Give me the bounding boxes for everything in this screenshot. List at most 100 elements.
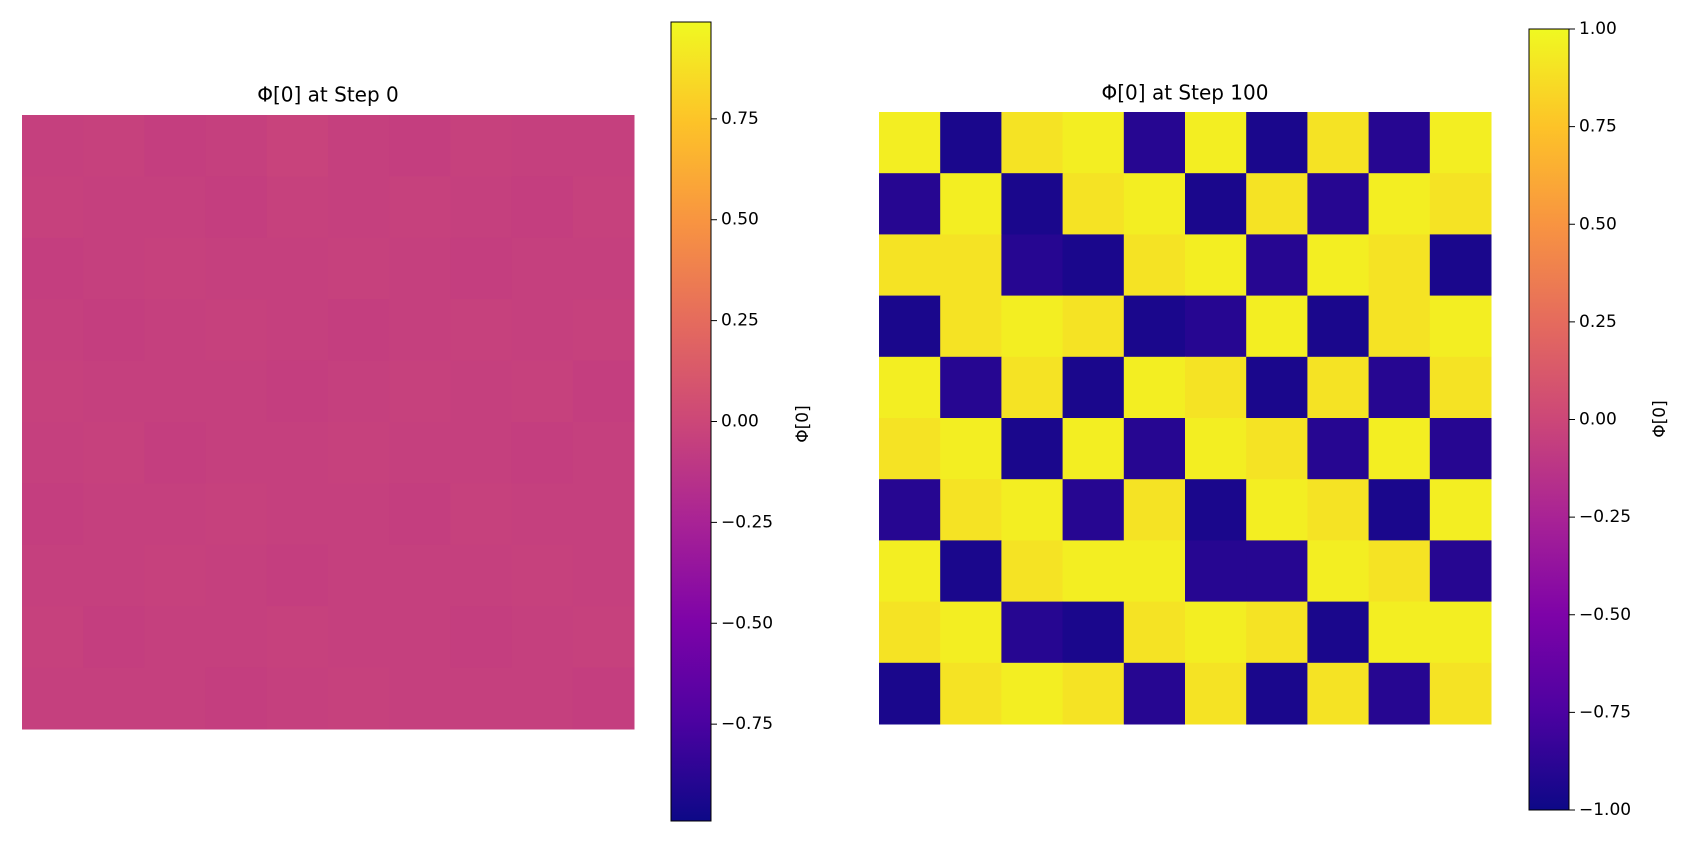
- heatmap-cell: [1001, 601, 1064, 664]
- heatmap-cell: [1185, 173, 1247, 235]
- heatmap-cell: [266, 115, 329, 177]
- heatmap-cell: [205, 422, 268, 484]
- heatmap-cell: [328, 299, 390, 362]
- heatmap-cell: [450, 667, 513, 730]
- heatmap-cell: [1062, 356, 1125, 419]
- heatmap-cell: [1185, 479, 1247, 541]
- heatmap-cell: [1001, 173, 1064, 235]
- heatmap-cell: [572, 237, 635, 300]
- heatmap-cell: [450, 237, 513, 300]
- heatmap-cell: [511, 667, 574, 730]
- heatmap-cell: [144, 115, 207, 177]
- colorbar-tick-label: 0.50: [1579, 214, 1617, 234]
- heatmap-cell: [879, 601, 941, 664]
- heatmap-cell: [22, 544, 84, 607]
- heatmap-cell: [572, 176, 635, 239]
- heatmap-cell: [144, 237, 207, 300]
- chart-title: Φ[0] at Step 100: [1102, 81, 1269, 105]
- heatmap-cell: [879, 295, 941, 358]
- heatmap-cell: [22, 667, 84, 730]
- heatmap-cell: [1368, 234, 1431, 297]
- heatmap-cell: [1062, 173, 1125, 235]
- heatmap-cell: [450, 115, 513, 177]
- heatmap-cell: [511, 422, 574, 484]
- heatmap-cell: [450, 483, 513, 546]
- heatmap-cell: [879, 418, 941, 480]
- heatmap-cell: [1185, 295, 1247, 358]
- heatmap-cell: [205, 176, 268, 239]
- heatmap-cell: [1429, 479, 1492, 541]
- heatmap-cell: [1185, 356, 1247, 419]
- heatmap-cell: [1368, 662, 1431, 725]
- heatmap-cell: [450, 360, 513, 423]
- heatmap-cell: [205, 544, 268, 607]
- heatmap-cell: [328, 176, 390, 239]
- heatmap-cell: [266, 176, 329, 239]
- colorbar-tick-label: −0.50: [1579, 605, 1631, 625]
- heatmap-cell: [1001, 662, 1064, 725]
- colorbar-tick-label: 0.75: [721, 109, 759, 129]
- heatmap-cell: [83, 667, 145, 730]
- heatmap-cell: [83, 422, 145, 484]
- heatmap-cell: [1307, 173, 1370, 235]
- heatmap-cell: [1246, 295, 1308, 358]
- heatmap-cell: [450, 606, 513, 669]
- heatmap-cell: [144, 483, 207, 546]
- heatmap-cell: [450, 422, 513, 484]
- heatmap-cell: [1185, 540, 1247, 603]
- heatmap-cell: [940, 418, 1002, 480]
- heatmap-cell: [1368, 112, 1431, 174]
- heatmap-cell: [389, 606, 451, 669]
- heatmap-cell: [389, 115, 451, 177]
- heatmap-cell: [1368, 356, 1431, 419]
- heatmap-cell: [1307, 540, 1370, 603]
- heatmap-cell: [1246, 540, 1308, 603]
- heatmap-cell: [144, 544, 207, 607]
- heatmap-cell: [389, 237, 451, 300]
- heatmap-cell: [511, 606, 574, 669]
- heatmap-cell: [1307, 662, 1370, 725]
- heatmap-cell: [1123, 662, 1186, 725]
- heatmap-cell: [879, 479, 941, 541]
- heatmap-cell: [1429, 112, 1492, 174]
- heatmap-cell: [22, 237, 84, 300]
- heatmap-cell: [511, 176, 574, 239]
- heatmap-cell: [1429, 418, 1492, 480]
- heatmap-cell: [1062, 479, 1125, 541]
- colorbar: [1528, 28, 1570, 811]
- heatmap-cell: [511, 483, 574, 546]
- heatmap-cell: [1246, 112, 1308, 174]
- heatmap-cell: [879, 173, 941, 235]
- heatmap-cell: [940, 479, 1002, 541]
- heatmap-cell: [205, 483, 268, 546]
- heatmap-cell: [83, 299, 145, 362]
- heatmap-cell: [940, 173, 1002, 235]
- heatmap-cell: [389, 667, 451, 730]
- heatmap-cell: [1307, 356, 1370, 419]
- heatmap-cell: [144, 360, 207, 423]
- heatmap-cell: [879, 234, 941, 297]
- heatmap-cell: [1307, 234, 1370, 297]
- colorbar-tick-label: −0.25: [721, 512, 773, 532]
- heatmap-cell: [266, 667, 329, 730]
- colorbar-tick-label: 0.25: [721, 311, 759, 331]
- heatmap-cell: [1246, 234, 1308, 297]
- heatmap-cell: [940, 112, 1002, 174]
- heatmap-cell: [1185, 418, 1247, 480]
- heatmap-cell: [1062, 418, 1125, 480]
- heatmap-cell: [22, 360, 84, 423]
- heatmap-cell: [1246, 479, 1308, 541]
- colorbar-tick-label: 1.00: [1579, 19, 1617, 39]
- heatmap-cell: [328, 606, 390, 669]
- heatmap-cell: [572, 299, 635, 362]
- heatmap-cell: [83, 606, 145, 669]
- colorbar-tick-label: −0.25: [1579, 507, 1631, 527]
- heatmap-cell: [1062, 662, 1125, 725]
- colorbar-tick-label: 0.00: [721, 412, 759, 432]
- heatmap-cell: [328, 422, 390, 484]
- colorbar-tick-label: −0.50: [721, 613, 773, 633]
- heatmap-cell: [511, 237, 574, 300]
- heatmap-cell: [83, 176, 145, 239]
- heatmap-cell: [266, 544, 329, 607]
